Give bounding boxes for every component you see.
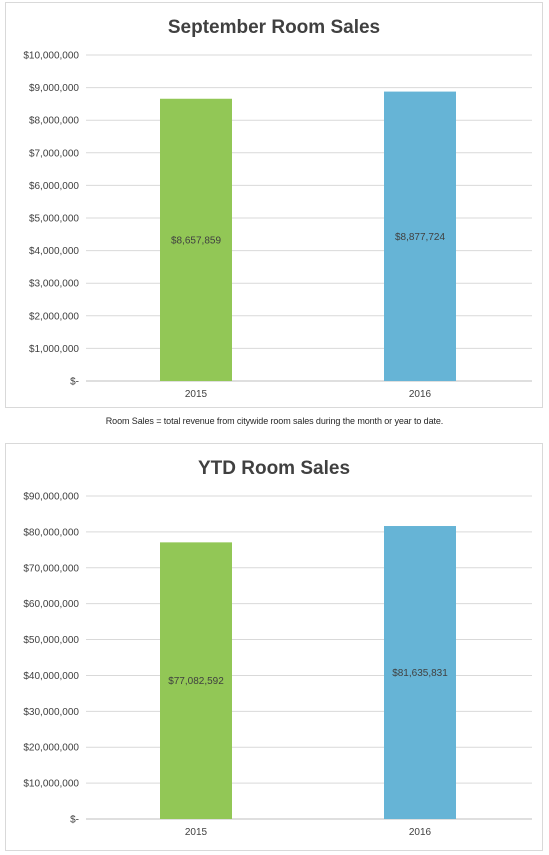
plot-area: $- $1,000,000 $2,000,000 $3,000,000 $4,000,0…: [23, 51, 532, 400]
data-label-2015: $77,082,592: [168, 676, 224, 687]
bar-2015: [160, 542, 232, 819]
plot-area: $- $10,000,000 $20,000,000 $30,000,000 $40,0…: [23, 492, 532, 838]
y-tick-label: $3,000,000: [29, 279, 79, 290]
y-tick-label: $-: [70, 815, 79, 826]
y-tick-label: $6,000,000: [29, 181, 79, 192]
data-label-2016: $8,877,724: [395, 232, 445, 243]
y-tick-label: $8,000,000: [29, 116, 79, 127]
chart-ytd-room-sales: YTD Room Sales $- $10,000,000 $20,000,000 $…: [5, 443, 543, 851]
y-tick-label: $30,000,000: [23, 707, 79, 718]
y-tick-label: $50,000,000: [23, 635, 79, 646]
y-tick-label: $-: [70, 377, 79, 388]
bar-2016: [384, 526, 456, 819]
y-tick-label: $40,000,000: [23, 671, 79, 682]
chart-title: YTD Room Sales: [197, 458, 351, 479]
y-tick-label: $9,000,000: [29, 83, 79, 94]
data-label-2016: $81,635,831: [392, 668, 448, 679]
chart-title: September Room Sales: [167, 17, 381, 38]
y-tick-label: $20,000,000: [23, 743, 79, 754]
y-tick-label: $80,000,000: [23, 527, 79, 538]
y-tick-label: $5,000,000: [29, 214, 79, 225]
footnote: Room Sales = total revenue from citywide…: [105, 416, 444, 426]
y-tick-label: $10,000,000: [23, 51, 79, 62]
y-tick-label: $70,000,000: [23, 563, 79, 574]
bar-2015: [160, 98, 232, 382]
y-tick-label: $60,000,000: [23, 599, 79, 610]
y-tick-label: $4,000,000: [29, 246, 79, 257]
x-tick-label: 2016: [409, 389, 432, 400]
y-tick-label: $1,000,000: [29, 344, 79, 355]
y-tick-label: $10,000,000: [23, 779, 79, 790]
data-label-2015: $8,657,859: [171, 235, 221, 246]
chart-september-room-sales: September Room Sales $- $1,000,000 $2,000,…: [5, 2, 543, 408]
y-tick-label: $2,000,000: [29, 311, 79, 322]
x-tick-label: 2015: [185, 389, 208, 400]
x-tick-label: 2016: [409, 827, 432, 838]
bar-2016: [384, 91, 456, 382]
y-tick-label: $7,000,000: [29, 148, 79, 159]
y-tick-label: $90,000,000: [23, 492, 79, 503]
x-tick-label: 2015: [185, 827, 208, 838]
